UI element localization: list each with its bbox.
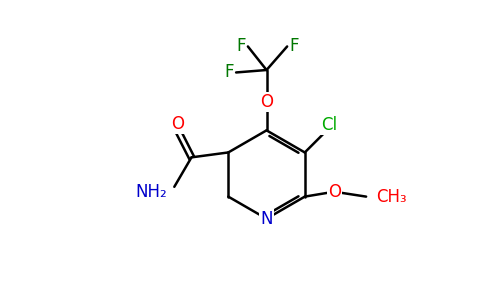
Text: F: F <box>224 64 234 82</box>
Text: CH₃: CH₃ <box>376 188 407 206</box>
Text: O: O <box>260 93 273 111</box>
Text: O: O <box>171 116 184 134</box>
Text: NH₂: NH₂ <box>135 183 167 201</box>
Text: N: N <box>260 210 273 228</box>
Text: Cl: Cl <box>321 116 337 134</box>
Text: O: O <box>328 183 341 201</box>
Text: F: F <box>236 38 245 56</box>
Text: F: F <box>289 38 299 56</box>
